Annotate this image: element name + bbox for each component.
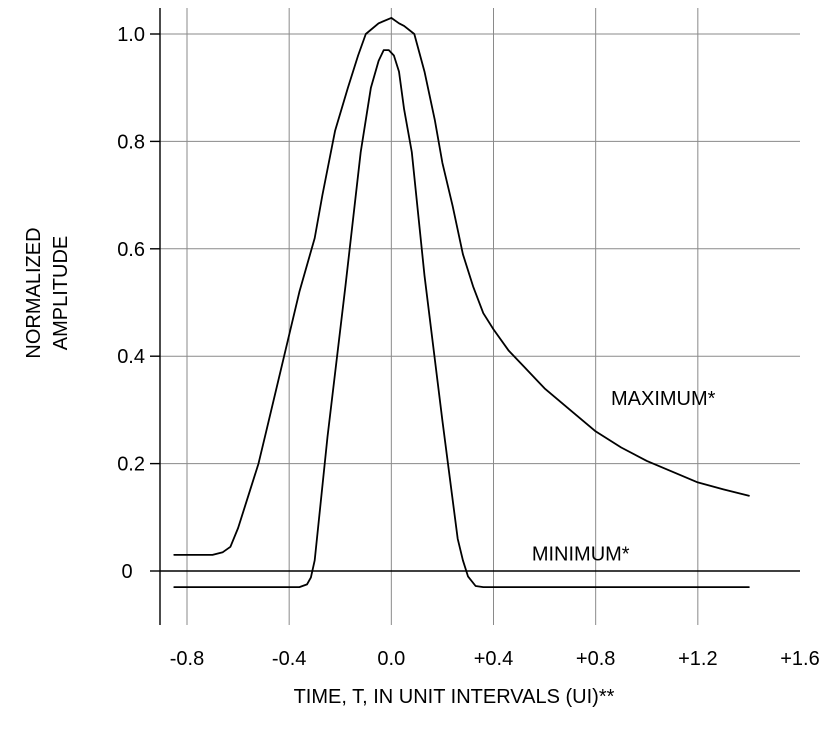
grid-lines <box>160 8 800 625</box>
series-label-maximum: MAXIMUM* <box>611 388 716 410</box>
series-label-minimum: MINIMUM* <box>532 544 630 566</box>
x-tick-label-0: -0.8 <box>170 648 204 670</box>
y-tick-label-3: 0.6 <box>117 239 145 261</box>
chart-axes <box>150 8 800 625</box>
series-line-maximum <box>173 16 750 556</box>
x-tick-label-5: +1.2 <box>678 648 717 670</box>
x-axis-title: TIME, T, IN UNIT INTERVALS (UI)** <box>294 686 615 708</box>
series-line-minimum <box>173 49 750 588</box>
y-axis-title-line-1: NORMALIZED <box>23 227 45 358</box>
y-tick-label-0: 0 <box>121 561 132 583</box>
series-lines <box>173 16 750 588</box>
x-tick-label-6: +1.6 <box>780 648 819 670</box>
x-tick-label-1: -0.4 <box>272 648 306 670</box>
x-tick-label-3: +0.4 <box>474 648 513 670</box>
y-axis-title-line-2: AMPLITUDE <box>50 236 72 350</box>
tick-labels: 0 0.2 0.4 0.6 0.8 1.0 -0.8 -0.4 0.0 +0.4 +0.8 +1.2 +… <box>117 24 820 670</box>
y-tick-label-5: 1.0 <box>117 24 145 46</box>
y-tick-label-1: 0.2 <box>117 454 145 476</box>
x-tick-label-2: 0.0 <box>377 648 405 670</box>
y-tick-label-2: 0.4 <box>117 346 145 368</box>
y-tick-label-4: 0.8 <box>117 131 145 153</box>
x-tick-label-4: +0.8 <box>576 648 615 670</box>
